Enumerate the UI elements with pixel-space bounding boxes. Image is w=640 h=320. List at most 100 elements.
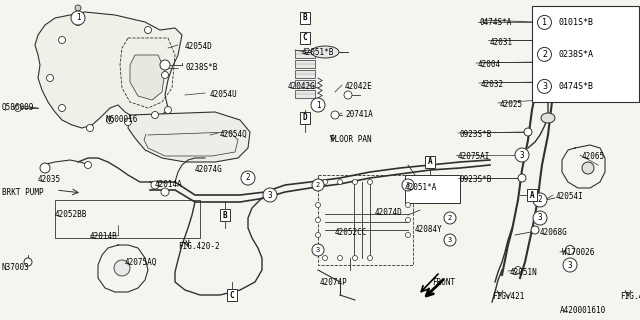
Ellipse shape <box>541 113 555 123</box>
Text: FIG.420-2: FIG.420-2 <box>178 242 220 251</box>
Text: A: A <box>530 190 534 199</box>
Text: 42004: 42004 <box>478 60 501 69</box>
Text: 0474S*A: 0474S*A <box>480 18 513 27</box>
Text: 42051*A: 42051*A <box>405 183 437 192</box>
Circle shape <box>540 77 550 87</box>
Polygon shape <box>128 112 250 162</box>
Text: 3: 3 <box>568 260 572 269</box>
Text: A: A <box>428 157 432 166</box>
Text: 42051N: 42051N <box>510 268 538 277</box>
Polygon shape <box>35 12 182 128</box>
Circle shape <box>263 188 277 202</box>
Text: 42014B: 42014B <box>90 232 118 241</box>
Circle shape <box>152 111 159 118</box>
Circle shape <box>566 245 575 254</box>
Circle shape <box>563 258 577 272</box>
Bar <box>425 156 435 168</box>
Text: 2: 2 <box>542 50 547 59</box>
Text: 42052CC: 42052CC <box>335 228 367 237</box>
Circle shape <box>106 116 113 124</box>
Text: 3: 3 <box>406 182 410 188</box>
Circle shape <box>406 203 410 207</box>
Text: 2: 2 <box>316 182 320 188</box>
Text: 42052BB: 42052BB <box>55 210 88 219</box>
Text: BRKT PUMP: BRKT PUMP <box>2 188 44 197</box>
Circle shape <box>534 18 542 26</box>
Circle shape <box>518 174 526 182</box>
Circle shape <box>316 233 321 237</box>
Bar <box>527 189 537 201</box>
Text: 1: 1 <box>316 100 320 109</box>
Bar <box>55 200 200 238</box>
Text: 2: 2 <box>448 215 452 221</box>
Circle shape <box>161 71 168 78</box>
Text: 42051*B: 42051*B <box>302 48 334 57</box>
Circle shape <box>444 212 456 224</box>
Text: FIG.421: FIG.421 <box>492 292 524 301</box>
Text: 42054U: 42054U <box>210 90 237 99</box>
Text: 42075AI: 42075AI <box>458 152 490 161</box>
Text: W170026: W170026 <box>562 248 595 257</box>
Circle shape <box>125 118 131 125</box>
Circle shape <box>524 128 532 136</box>
Circle shape <box>316 203 321 207</box>
Polygon shape <box>130 55 165 100</box>
Text: A420001610: A420001610 <box>560 306 606 315</box>
Circle shape <box>145 27 152 34</box>
Circle shape <box>538 79 552 93</box>
Text: 42068G: 42068G <box>540 228 568 237</box>
Circle shape <box>114 260 130 276</box>
Text: 42074D: 42074D <box>375 208 403 217</box>
Text: 0238S*A: 0238S*A <box>559 50 593 59</box>
Text: 3: 3 <box>542 82 547 91</box>
Bar <box>300 112 310 124</box>
Circle shape <box>160 60 170 70</box>
Text: 42032: 42032 <box>481 80 504 89</box>
Circle shape <box>533 193 547 207</box>
Circle shape <box>582 162 594 174</box>
Circle shape <box>534 58 543 67</box>
Circle shape <box>533 211 547 225</box>
Circle shape <box>312 179 324 191</box>
Text: 42054I: 42054I <box>556 192 584 201</box>
Text: 42014A: 42014A <box>155 180 183 189</box>
Circle shape <box>312 244 324 256</box>
Text: 3: 3 <box>316 247 320 253</box>
Text: N600016: N600016 <box>105 115 138 124</box>
Circle shape <box>323 255 328 260</box>
Circle shape <box>538 15 552 29</box>
Circle shape <box>58 105 65 111</box>
Bar <box>295 70 315 78</box>
Circle shape <box>40 163 50 173</box>
Circle shape <box>367 255 372 260</box>
Text: C: C <box>230 291 234 300</box>
Text: 42084Y: 42084Y <box>415 225 443 234</box>
Text: 3: 3 <box>448 237 452 243</box>
Circle shape <box>323 180 328 185</box>
Ellipse shape <box>311 46 339 58</box>
Circle shape <box>161 188 169 196</box>
Text: 42042G: 42042G <box>288 82 316 91</box>
Circle shape <box>344 91 352 99</box>
Circle shape <box>544 14 560 30</box>
Circle shape <box>58 36 65 44</box>
Circle shape <box>444 234 456 246</box>
Text: 1: 1 <box>542 18 547 27</box>
Circle shape <box>47 75 54 82</box>
Text: 42054Q: 42054Q <box>220 130 248 139</box>
Text: FIG.421: FIG.421 <box>620 292 640 301</box>
Circle shape <box>535 35 545 45</box>
Text: B: B <box>303 13 307 22</box>
Text: D: D <box>303 114 307 123</box>
Text: 42075AQ: 42075AQ <box>125 258 157 267</box>
Text: 42035: 42035 <box>38 175 61 184</box>
Text: 42065: 42065 <box>582 152 605 161</box>
Text: 42074P: 42074P <box>320 278 348 287</box>
Text: Q586009: Q586009 <box>2 103 35 112</box>
Circle shape <box>331 111 339 119</box>
Text: N37003: N37003 <box>2 263 29 272</box>
Circle shape <box>86 124 93 132</box>
Text: B: B <box>223 211 227 220</box>
Circle shape <box>71 11 85 25</box>
Circle shape <box>367 180 372 185</box>
